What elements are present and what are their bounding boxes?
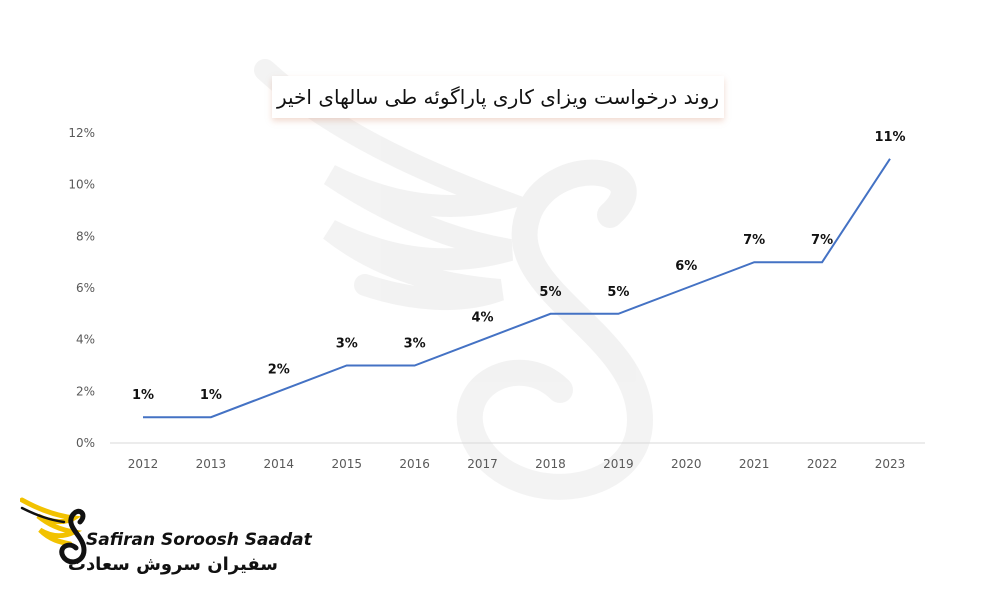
x-tick-label: 2021 bbox=[739, 457, 770, 471]
data-label: 3% bbox=[404, 337, 426, 352]
y-tick-label: 6% bbox=[76, 281, 95, 295]
x-tick-label: 2017 bbox=[467, 457, 498, 471]
x-tick-label: 2023 bbox=[875, 457, 906, 471]
x-tick-label: 2018 bbox=[535, 457, 566, 471]
wing-swan-logo-icon bbox=[20, 497, 87, 565]
data-label: 1% bbox=[132, 388, 154, 403]
x-tick-label: 2020 bbox=[671, 457, 702, 471]
data-label: 5% bbox=[539, 285, 561, 300]
data-label: 3% bbox=[336, 337, 358, 352]
chart-title-box: روند درخواست ویزای کاری پاراگوئه طی ساله… bbox=[272, 76, 724, 118]
brand-name-en: Safiran Soroosh Saadat bbox=[86, 530, 312, 550]
data-label: 1% bbox=[200, 388, 222, 403]
y-tick-label: 10% bbox=[68, 178, 95, 192]
y-tick-label: 12% bbox=[68, 126, 95, 140]
data-label: 5% bbox=[607, 285, 629, 300]
x-tick-label: 2013 bbox=[196, 457, 227, 471]
x-tick-label: 2012 bbox=[128, 457, 159, 471]
x-tick-label: 2016 bbox=[399, 457, 430, 471]
brand-logo: Safiran Soroosh Saadat سفیران سروش سعادت bbox=[20, 492, 312, 582]
data-label: 11% bbox=[874, 130, 905, 145]
y-tick-label: 4% bbox=[76, 333, 95, 347]
brand-name-fa: سفیران سروش سعادت bbox=[67, 554, 278, 575]
data-label: 7% bbox=[743, 233, 765, 248]
data-label: 2% bbox=[268, 362, 290, 377]
y-tick-label: 0% bbox=[76, 436, 95, 450]
data-label: 7% bbox=[811, 233, 833, 248]
y-tick-label: 8% bbox=[76, 229, 95, 243]
x-tick-label: 2014 bbox=[264, 457, 295, 471]
x-tick-label: 2019 bbox=[603, 457, 634, 471]
x-tick-label: 2022 bbox=[807, 457, 838, 471]
data-label: 6% bbox=[675, 259, 697, 274]
chart-title: روند درخواست ویزای کاری پاراگوئه طی ساله… bbox=[276, 85, 719, 109]
series-line bbox=[143, 158, 891, 419]
data-label: 4% bbox=[472, 311, 494, 326]
y-tick-label: 2% bbox=[76, 384, 95, 398]
x-tick-label: 2015 bbox=[331, 457, 362, 471]
watermark-logo-icon bbox=[254, 59, 654, 500]
